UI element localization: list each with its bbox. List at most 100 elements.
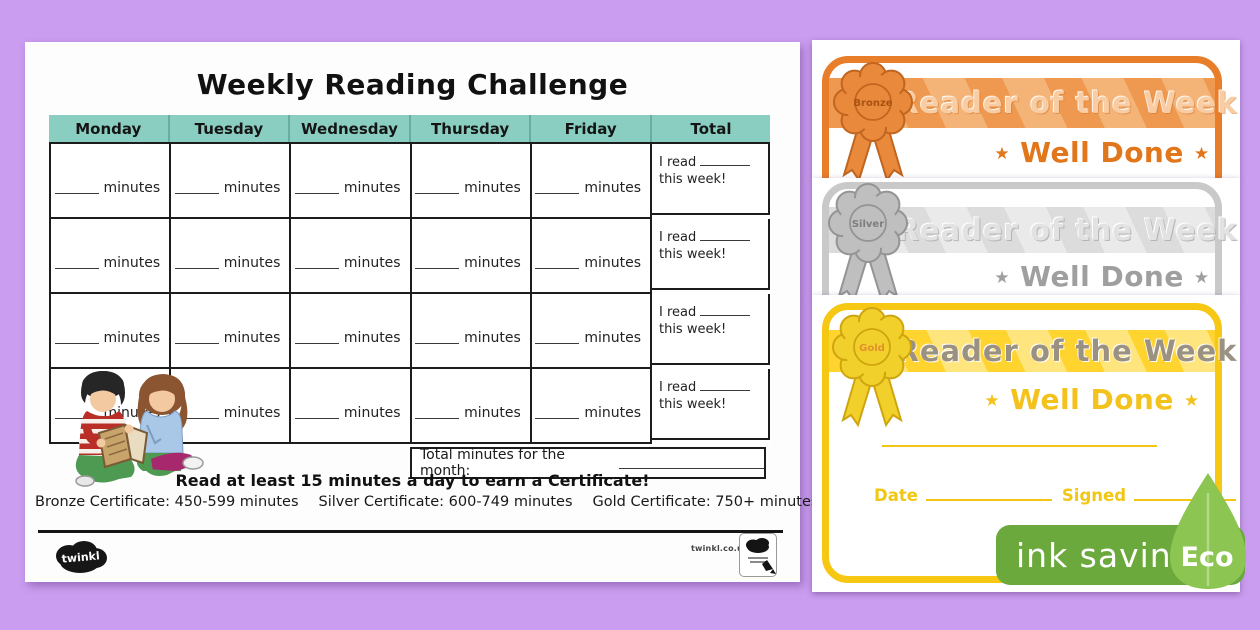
- header-cell-thursday: Thursday: [411, 115, 532, 142]
- certificate-title: Reader of the Week: [896, 213, 1238, 247]
- well-done-text: ★ Well Done ★: [984, 383, 1200, 416]
- total-cell: I read this week!: [651, 219, 770, 290]
- worksheet-sheet: Weekly Reading Challenge Monday Tuesday …: [25, 42, 818, 582]
- blank-line: [174, 181, 219, 194]
- day-cell: minutes: [291, 144, 412, 219]
- minutes-label: minutes: [464, 254, 521, 271]
- table-header-row: Monday Tuesday Wednesday Thursday Friday…: [49, 115, 770, 142]
- blank-line: [700, 154, 751, 167]
- quality-badge-art: [746, 538, 776, 574]
- twinkl-logo: twinkl: [56, 541, 107, 573]
- blank-line: [294, 256, 339, 269]
- minutes-label: minutes: [464, 179, 521, 196]
- total-cell-line1: I read: [658, 230, 697, 246]
- minutes-label: minutes: [584, 179, 641, 196]
- star-icon: ★: [984, 391, 1001, 411]
- footer-divider: [38, 530, 783, 533]
- blank-line: [54, 406, 99, 419]
- minutes-label: minutes: [343, 329, 401, 346]
- blank-line: [174, 256, 219, 269]
- blank-line: [415, 256, 460, 269]
- day-cell: minutes: [411, 294, 532, 369]
- header-cell-tuesday: Tuesday: [170, 115, 291, 142]
- total-cell-line2: this week!: [658, 322, 727, 338]
- day-cell: minutes: [411, 144, 532, 219]
- blank-line: [174, 406, 219, 419]
- header-cell-monday: Monday: [49, 115, 170, 142]
- total-cell: I read this week!: [651, 144, 770, 215]
- day-cell: minutes: [171, 294, 292, 369]
- total-cell: I read this week!: [651, 294, 770, 365]
- day-cell: minutes: [531, 369, 652, 444]
- day-cell: minutes: [531, 219, 652, 294]
- day-cell: minutes: [531, 144, 652, 219]
- name-line: [882, 445, 1157, 447]
- signed-line: [1134, 485, 1237, 502]
- minutes-label: minutes: [223, 179, 281, 196]
- month-total-row: Total minutes for the month:: [410, 447, 766, 479]
- blank-line: [294, 406, 339, 419]
- blank-line: [700, 229, 751, 242]
- total-cell-line2: this week!: [658, 172, 727, 188]
- star-icon: ★: [1193, 268, 1210, 288]
- minutes-label: minutes: [103, 329, 161, 346]
- total-cell: I read this week!: [651, 369, 770, 440]
- day-cell: minutes: [291, 219, 412, 294]
- blank-line: [415, 181, 460, 194]
- blank-line: [294, 331, 339, 344]
- ink-saving-label: ink saving: [1016, 535, 1194, 575]
- date-label: Date: [874, 486, 918, 506]
- blank-line: [700, 379, 751, 392]
- total-cell-line1: I read: [658, 380, 697, 396]
- medal-label: Silver: [852, 219, 884, 230]
- minutes-label: minutes: [464, 404, 521, 421]
- medal-label: Bronze: [853, 98, 892, 109]
- blank-line: [415, 331, 460, 344]
- day-cell: minutes: [51, 144, 172, 219]
- minutes-label: minutes: [103, 254, 161, 271]
- total-cell-line2: this week!: [658, 247, 727, 263]
- star-icon: ★: [994, 144, 1011, 164]
- day-cell: minutes: [171, 144, 292, 219]
- month-total-blank-line: [618, 457, 764, 470]
- website-text: twinkl.co.uk: [691, 544, 749, 553]
- silver-band: Reader of the Week: [829, 207, 1236, 253]
- day-cell: minutes: [291, 294, 412, 369]
- day-cell: minutes: [411, 369, 532, 444]
- minutes-label: minutes: [464, 329, 521, 346]
- certificate-title: Reader of the Week: [896, 86, 1238, 120]
- certificate-info-line: Bronze Certificate: 450-599 minutes Silve…: [25, 494, 818, 510]
- day-cell: minutes: [51, 219, 172, 294]
- blank-line: [415, 406, 460, 419]
- date-signed-row: Date Signed: [874, 485, 1237, 506]
- bronze-rosette-icon: Bronze: [833, 62, 913, 178]
- total-cell-line1: I read: [658, 155, 697, 171]
- silver-info: Silver Certificate: 600-749 minutes: [318, 494, 573, 510]
- day-cell: minutes: [51, 294, 172, 369]
- day-cell: minutes: [171, 369, 292, 444]
- minutes-label: minutes: [223, 404, 281, 421]
- blank-line: [54, 256, 99, 269]
- header-cell-wednesday: Wednesday: [290, 115, 411, 142]
- star-icon: ★: [994, 268, 1011, 288]
- blank-line: [54, 181, 99, 194]
- minutes-label: minutes: [343, 254, 401, 271]
- certificate-card-silver: Reader of the Week ★ Well Done ★ Silver: [812, 178, 1240, 295]
- well-done-text: ★ Well Done ★: [994, 136, 1210, 169]
- minutes-label: minutes: [584, 404, 641, 421]
- minutes-label: minutes: [343, 404, 401, 421]
- total-cell-line2: this week!: [658, 397, 727, 413]
- header-cell-friday: Friday: [531, 115, 652, 142]
- worksheet-title: Weekly Reading Challenge: [196, 68, 629, 101]
- blank-line: [294, 181, 339, 194]
- day-cell: minutes: [531, 294, 652, 369]
- blank-line: [535, 331, 580, 344]
- star-icon: ★: [1193, 144, 1210, 164]
- blank-line: [54, 331, 99, 344]
- blank-line: [535, 256, 580, 269]
- date-line: [925, 485, 1052, 502]
- day-cell: minutes: [411, 219, 532, 294]
- star-icon: ★: [1183, 391, 1200, 411]
- blank-line: [174, 331, 219, 344]
